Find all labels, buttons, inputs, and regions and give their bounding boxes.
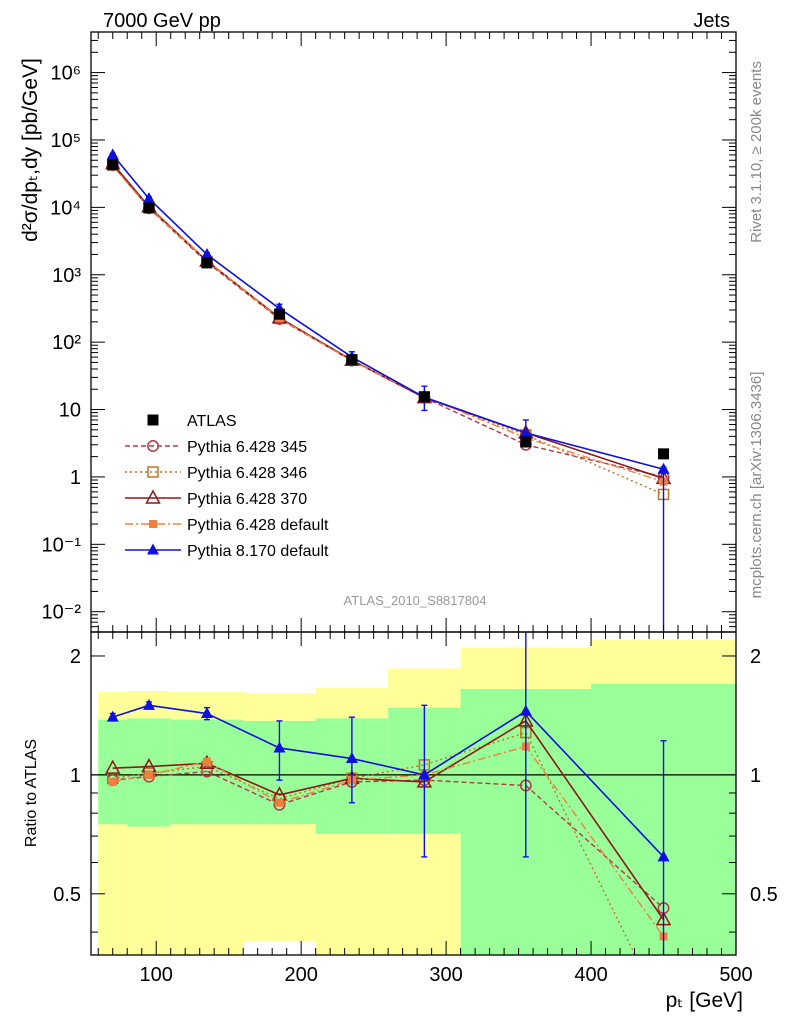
main-y-axis-label: d²σ/dpₜ,dy [pb/GeV]	[19, 58, 42, 242]
data-point	[107, 159, 119, 171]
data-point	[108, 777, 117, 786]
y-tick-label: 1	[70, 467, 81, 489]
y-tick-label: 10³	[52, 265, 81, 287]
x-tick-label: 100	[140, 964, 173, 986]
data-point	[142, 192, 155, 204]
main-panel-background	[91, 32, 736, 632]
legend-marker	[147, 543, 159, 555]
data-point	[657, 462, 670, 474]
x-tick-label: 300	[429, 964, 462, 986]
legend-label: ATLAS	[187, 413, 237, 430]
x-tick-label: 400	[574, 964, 607, 986]
y-tick-label: 10⁶	[51, 63, 81, 85]
series-line	[112, 745, 665, 937]
main-y-axis: 10⁻² 10⁻¹ 1 10 10² 10³ 10⁴ 10⁵ 10⁶	[42, 31, 736, 633]
y-tick-label: 10⁻²	[42, 602, 82, 624]
legend-marker	[147, 440, 159, 452]
analysis-label: ATLAS_2010_S8817804	[344, 593, 487, 608]
legend-marker	[145, 489, 161, 504]
ratio-panel-series	[104, 632, 672, 955]
ratio-y-tick-label: 0.5	[53, 884, 81, 906]
series-line	[112, 165, 664, 483]
data-point	[658, 448, 670, 460]
series-line	[112, 704, 665, 858]
y-tick-label: 10⁵	[50, 130, 81, 152]
legend-entry-data: ATLAS	[147, 413, 237, 430]
ratio-y-tick-label-right: 0.5	[750, 884, 778, 906]
data-point	[106, 710, 119, 722]
legend-label: Pythia 6.428 346	[187, 465, 307, 482]
data-point	[143, 202, 155, 214]
legend: ATLAS Pythia 6.428 345 Pythia 6.428 346 Pyt…	[125, 413, 329, 560]
green-band-bin	[98, 719, 128, 825]
y-tick-label: 10²	[52, 332, 81, 354]
rivet-label: Rivet 3.1.10, ≥ 200k events	[748, 61, 765, 243]
ratio-y-axis-label: Ratio to ATLAS	[23, 739, 40, 847]
data-point	[201, 257, 213, 269]
data-point	[418, 391, 430, 403]
data-point	[106, 148, 119, 160]
ratio-y-tick-label: 2	[70, 646, 81, 668]
legend-marker	[149, 520, 157, 528]
ratio-y-tick-label-right: 1	[750, 765, 761, 787]
data-point	[273, 741, 286, 753]
legend-entry-p345: Pythia 6.428 345	[125, 439, 307, 456]
x-tick-label: 200	[284, 964, 317, 986]
y-tick-label: 10	[59, 400, 81, 422]
data-point	[144, 770, 153, 779]
data-point	[657, 850, 670, 862]
data-point	[520, 436, 532, 448]
y-tick-label: 10⁴	[50, 197, 81, 219]
legend-label: Pythia 8.170 default	[187, 543, 329, 560]
x-axis: 100 200 300 400 500	[97, 32, 753, 986]
legend-label: Pythia 6.428 370	[187, 491, 307, 508]
legend-entry-p370: Pythia 6.428 370	[125, 489, 307, 508]
y-tick-label: 10⁻¹	[42, 534, 82, 556]
legend-entry-p346: Pythia 6.428 346	[125, 465, 307, 482]
series-line	[112, 154, 664, 471]
main-panel-series	[104, 148, 672, 632]
legend-label: Pythia 6.428 345	[187, 439, 307, 456]
legend-entry-p6default: Pythia 6.428 default	[125, 517, 329, 534]
ratio-y-axis: 0.5 0.5 1 1 2 2	[53, 646, 778, 933]
data-point	[200, 247, 213, 259]
data-point	[346, 354, 358, 366]
data-point	[519, 704, 532, 716]
legend-marker	[147, 414, 159, 426]
x-tick-label: 500	[719, 964, 752, 986]
series-line	[112, 731, 636, 955]
data-point	[142, 698, 155, 710]
data-point	[104, 759, 121, 774]
header-right: Jets	[693, 10, 730, 32]
ratio-uncertainty-bands	[98, 639, 736, 955]
legend-label: Pythia 6.428 default	[187, 517, 329, 534]
x-axis-label: pₜ [GeV]	[666, 989, 743, 1012]
data-point	[519, 426, 532, 438]
data-point	[202, 757, 211, 766]
data-point	[345, 752, 358, 764]
data-point	[275, 798, 284, 807]
ratio-y-tick-label-right: 2	[750, 646, 761, 668]
legend-entry-p8default: Pythia 8.170 default	[125, 543, 329, 560]
data-point	[418, 768, 431, 780]
ratio-y-tick-label: 1	[70, 765, 81, 787]
data-point	[200, 707, 213, 719]
header-left: 7000 GeV pp	[103, 10, 221, 32]
mcplots-label: mcplots.cern.ch [arXiv:1306.3436]	[748, 372, 765, 599]
data-point	[273, 308, 285, 320]
legend-marker	[147, 466, 159, 478]
series-line	[112, 719, 665, 921]
ratio-panel-frame	[90, 631, 737, 956]
series-line	[112, 770, 664, 909]
series-data	[107, 159, 670, 460]
series-p8default	[106, 632, 670, 955]
